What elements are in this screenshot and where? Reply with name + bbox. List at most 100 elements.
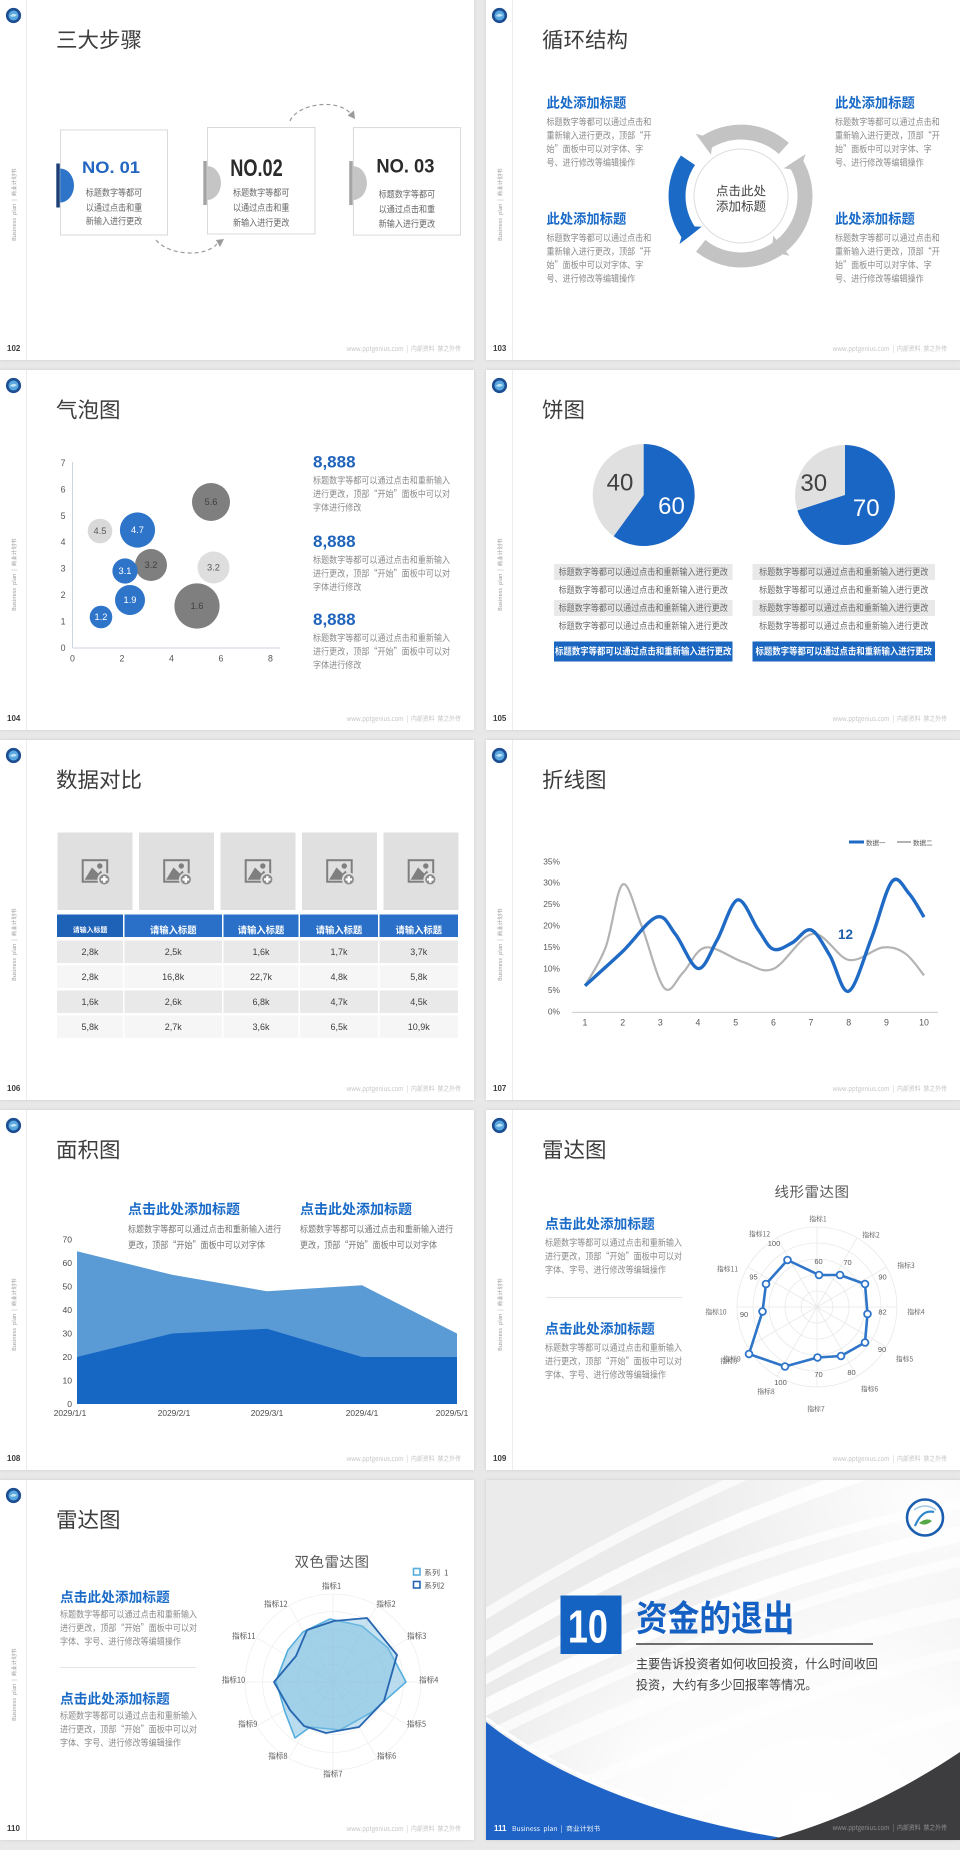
- svg-text:3,6k: 3,6k: [252, 1022, 270, 1032]
- svg-text:NO.02: NO.02: [230, 155, 283, 182]
- svg-text:10: 10: [62, 1376, 72, 1386]
- svg-text:1,6k: 1,6k: [252, 947, 270, 957]
- svg-text:2029/2/1: 2029/2/1: [158, 1408, 191, 1418]
- svg-text:2029/3/1: 2029/3/1: [251, 1408, 284, 1418]
- svg-text:0%: 0%: [548, 1006, 561, 1016]
- svg-text:3.1: 3.1: [119, 566, 132, 576]
- svg-text:70: 70: [814, 1370, 822, 1379]
- svg-text:109: 109: [493, 1454, 507, 1463]
- svg-text:4: 4: [61, 537, 66, 547]
- svg-text:5: 5: [61, 511, 66, 521]
- svg-text:80: 80: [847, 1368, 855, 1377]
- svg-text:103: 103: [493, 344, 507, 353]
- svg-text:95: 95: [749, 1273, 757, 1282]
- svg-text:7: 7: [809, 1017, 814, 1027]
- svg-text:0: 0: [70, 654, 75, 664]
- svg-text:108: 108: [7, 1454, 21, 1463]
- svg-text:5: 5: [733, 1017, 738, 1027]
- svg-text:107: 107: [493, 1084, 507, 1093]
- svg-text:2,6k: 2,6k: [165, 997, 183, 1007]
- svg-text:8,888: 8,888: [313, 610, 356, 629]
- svg-text:2,8k: 2,8k: [81, 972, 99, 982]
- svg-text:35%: 35%: [543, 856, 560, 866]
- svg-text:70: 70: [62, 1235, 72, 1245]
- svg-text:16,8k: 16,8k: [162, 972, 185, 982]
- svg-text:104: 104: [7, 714, 21, 723]
- svg-text:105: 105: [493, 714, 507, 723]
- svg-text:5%: 5%: [548, 985, 561, 995]
- svg-text:30: 30: [62, 1329, 72, 1339]
- svg-text:6,5k: 6,5k: [330, 1022, 348, 1032]
- svg-text:6: 6: [771, 1017, 776, 1027]
- svg-text:0: 0: [67, 1399, 72, 1409]
- svg-text:90: 90: [878, 1273, 886, 1282]
- svg-text:10: 10: [919, 1017, 929, 1027]
- svg-text:0: 0: [61, 643, 66, 653]
- svg-text:3.2: 3.2: [145, 560, 158, 570]
- svg-text:8: 8: [846, 1017, 851, 1027]
- svg-text:12: 12: [838, 927, 853, 942]
- svg-text:3: 3: [61, 564, 66, 574]
- svg-text:10: 10: [568, 1600, 608, 1652]
- svg-text:30%: 30%: [543, 878, 560, 888]
- svg-text:106: 106: [7, 1084, 21, 1093]
- svg-text:40: 40: [62, 1305, 72, 1315]
- svg-text:8,888: 8,888: [313, 453, 356, 472]
- svg-text:8: 8: [268, 654, 273, 664]
- svg-text:70: 70: [853, 495, 880, 522]
- svg-text:4: 4: [169, 654, 174, 664]
- svg-text:60: 60: [658, 493, 685, 520]
- svg-text:1: 1: [61, 617, 66, 627]
- svg-text:2,5k: 2,5k: [165, 947, 183, 957]
- svg-text:4,5k: 4,5k: [410, 997, 428, 1007]
- svg-text:2,7k: 2,7k: [165, 1022, 183, 1032]
- svg-text:1.2: 1.2: [95, 612, 108, 622]
- svg-text:6: 6: [219, 654, 224, 664]
- svg-text:5,8k: 5,8k: [81, 1022, 99, 1032]
- svg-text:10%: 10%: [543, 964, 560, 974]
- svg-text:15%: 15%: [543, 942, 560, 952]
- svg-text:4,7k: 4,7k: [330, 997, 348, 1007]
- svg-text:1: 1: [583, 1017, 588, 1027]
- svg-text:40: 40: [607, 470, 634, 497]
- svg-text:22,7k: 22,7k: [250, 972, 273, 982]
- svg-text:2: 2: [620, 1017, 625, 1027]
- svg-text:4.7: 4.7: [131, 525, 144, 535]
- svg-text:7: 7: [61, 458, 66, 468]
- svg-text:3.2: 3.2: [207, 563, 220, 573]
- svg-text:110: 110: [7, 1824, 20, 1833]
- svg-text:3,7k: 3,7k: [410, 947, 428, 957]
- svg-text:1.9: 1.9: [124, 595, 137, 605]
- svg-text:NO. 03: NO. 03: [376, 157, 434, 178]
- svg-text:100: 100: [774, 1378, 787, 1387]
- svg-text:90: 90: [740, 1310, 748, 1319]
- svg-text:9: 9: [884, 1017, 889, 1027]
- svg-text:25%: 25%: [543, 899, 560, 909]
- svg-text:1,7k: 1,7k: [330, 947, 348, 957]
- svg-text:6,8k: 6,8k: [252, 997, 270, 1007]
- svg-text:6: 6: [61, 484, 66, 494]
- svg-text:2: 2: [61, 590, 66, 600]
- svg-text:82: 82: [878, 1308, 886, 1317]
- svg-text:20%: 20%: [543, 921, 560, 931]
- svg-text:1,6k: 1,6k: [81, 997, 99, 1007]
- svg-text:4,8k: 4,8k: [330, 972, 348, 982]
- svg-text:2029/5/1: 2029/5/1: [436, 1408, 469, 1418]
- svg-text:2: 2: [120, 654, 125, 664]
- svg-text:90: 90: [878, 1345, 886, 1354]
- svg-text:2,8k: 2,8k: [81, 947, 99, 957]
- svg-text:30: 30: [800, 470, 827, 497]
- svg-text:1.6: 1.6: [191, 601, 204, 611]
- svg-text:60: 60: [62, 1258, 72, 1268]
- svg-text:10,9k: 10,9k: [408, 1022, 431, 1032]
- svg-text:70: 70: [843, 1258, 851, 1267]
- svg-text:3: 3: [658, 1017, 663, 1027]
- svg-text:5.6: 5.6: [205, 497, 218, 507]
- svg-text:20: 20: [62, 1352, 72, 1362]
- svg-text:60: 60: [814, 1257, 822, 1266]
- svg-text:2029/4/1: 2029/4/1: [346, 1408, 379, 1418]
- svg-text:102: 102: [7, 344, 21, 353]
- svg-text:50: 50: [62, 1282, 72, 1292]
- svg-text:4.5: 4.5: [94, 526, 107, 536]
- svg-text:111: 111: [494, 1824, 507, 1833]
